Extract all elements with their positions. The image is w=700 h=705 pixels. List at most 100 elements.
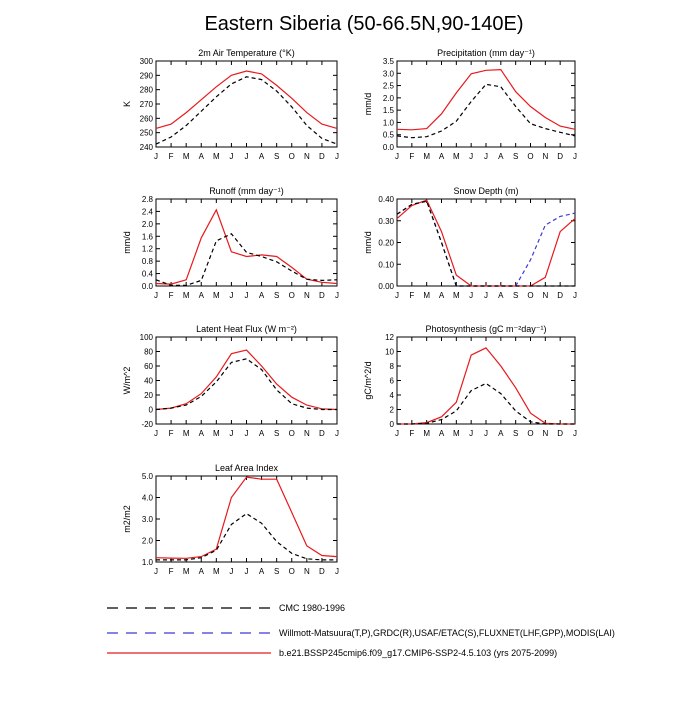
series-line-model [397, 347, 575, 425]
x-tick-label: D [557, 429, 563, 438]
figure-title: Eastern Siberia (50-66.5N,90-140E) [204, 13, 523, 35]
plot-frame [396, 198, 576, 287]
x-tick-label: M [183, 429, 190, 438]
y-tick-label: 2.4 [142, 207, 154, 216]
x-tick-label: J [154, 429, 158, 438]
x-tick-label: J [484, 429, 488, 438]
x-tick-label: S [513, 291, 518, 300]
x-tick-label: S [274, 152, 279, 161]
x-tick-label: O [527, 429, 533, 438]
panel-2: Precipitation (mm day⁻¹) mm/d 0.0 0.5 1.0 1.5… [363, 48, 577, 161]
x-tick-label: S [274, 429, 279, 438]
plot-frame [155, 198, 338, 287]
x-tick-label: J [245, 567, 249, 576]
y-tick-label: 0.10 [378, 260, 394, 269]
y-tick-label: 4.0 [142, 494, 154, 503]
x-tick-label: A [498, 152, 504, 161]
y-tick-label: 260 [140, 114, 154, 123]
x-tick-label: A [439, 429, 445, 438]
series-line-obs1 [396, 200, 575, 287]
y-tick-label: 1.2 [142, 245, 154, 254]
x-tick-label: O [289, 152, 295, 161]
y-tick-label: 290 [140, 71, 154, 80]
x-tick-label: A [199, 567, 205, 576]
panel-title: Leaf Area Index [215, 463, 279, 473]
y-tick-label: 0.20 [378, 239, 394, 248]
x-tick-label: M [213, 429, 220, 438]
y-axis-label: mm/d [363, 93, 373, 116]
x-tick-label: J [484, 291, 488, 300]
x-tick-label: F [409, 429, 414, 438]
y-tick-label: 60 [144, 362, 153, 371]
x-tick-label: J [229, 291, 233, 300]
x-tick-label: J [245, 291, 249, 300]
x-tick-label: J [335, 291, 339, 300]
x-tick-label: M [423, 291, 430, 300]
y-tick-label: 0.30 [378, 217, 394, 226]
x-tick-label: J [573, 429, 577, 438]
y-tick-label: 250 [140, 129, 154, 138]
x-tick-label: M [213, 291, 220, 300]
panel-title: Runoff (mm day⁻¹) [209, 186, 284, 196]
x-tick-label: N [304, 152, 310, 161]
x-tick-label: A [439, 152, 445, 161]
x-tick-label: N [542, 291, 548, 300]
y-tick-label: 0.8 [142, 257, 154, 266]
y-tick-label: 2 [390, 406, 395, 415]
x-tick-label: J [469, 291, 473, 300]
x-tick-label: F [409, 291, 414, 300]
y-tick-label: 0 [149, 406, 154, 415]
y-tick-label: 0.40 [378, 195, 394, 204]
y-tick-label: 80 [144, 348, 153, 357]
y-tick-label: 2.5 [383, 82, 395, 91]
y-tick-label: 6 [390, 377, 395, 386]
y-tick-label: 5.0 [142, 472, 154, 481]
x-tick-label: N [542, 429, 548, 438]
y-tick-label: 0.00 [378, 282, 394, 291]
series-line-obs1 [155, 233, 338, 286]
y-axis-label: mm/d [122, 231, 132, 254]
series-line-obs1 [397, 382, 575, 425]
x-tick-label: O [527, 291, 533, 300]
x-tick-label: J [469, 152, 473, 161]
x-tick-label: F [169, 429, 174, 438]
x-tick-label: M [213, 567, 220, 576]
x-tick-label: F [169, 152, 174, 161]
x-tick-label: S [274, 291, 279, 300]
y-tick-label: 0.4 [142, 270, 154, 279]
x-tick-label: J [573, 152, 577, 161]
x-tick-label: J [395, 291, 399, 300]
y-tick-label: 270 [140, 100, 154, 109]
legend-label-model: b.e21.BSSP245cmip6.f09_g17.CMIP6-SSP2-4.… [279, 648, 557, 658]
y-tick-label: 300 [140, 57, 154, 66]
series-line-obs1 [155, 358, 337, 411]
y-tick-label: 240 [140, 143, 154, 152]
y-tick-label: 3.0 [383, 69, 395, 78]
x-tick-label: A [259, 567, 265, 576]
y-tick-label: -20 [141, 420, 153, 429]
legend-label-obs1: CMC 1980-1996 [279, 603, 345, 613]
y-tick-label: 40 [144, 377, 153, 386]
y-tick-label: 2.0 [142, 537, 154, 546]
x-tick-label: N [304, 291, 310, 300]
x-tick-label: A [259, 291, 265, 300]
y-tick-label: 20 [144, 391, 153, 400]
series-line-obs2 [396, 200, 576, 287]
x-tick-label: D [557, 291, 563, 300]
y-tick-label: 2.0 [383, 94, 395, 103]
y-axis-label: K [122, 101, 132, 107]
x-tick-label: J [573, 291, 577, 300]
x-tick-label: M [453, 291, 460, 300]
series-line-model [396, 199, 576, 287]
x-tick-label: A [439, 291, 445, 300]
x-tick-label: N [304, 429, 310, 438]
x-tick-label: M [183, 152, 190, 161]
x-tick-label: J [229, 567, 233, 576]
series-line-model [396, 68, 576, 131]
y-tick-label: 280 [140, 86, 154, 95]
x-tick-label: J [154, 291, 158, 300]
series-line-obs1 [396, 83, 576, 139]
x-tick-label: J [154, 567, 158, 576]
